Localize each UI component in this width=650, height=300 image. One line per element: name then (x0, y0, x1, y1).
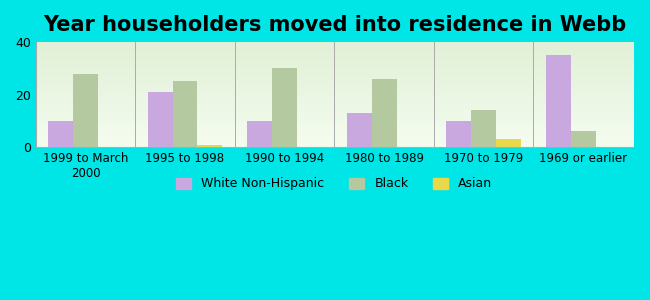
Bar (148, 92, 173, 147)
Bar (496, 139, 521, 147)
Bar (346, 113, 372, 147)
Bar (198, 145, 222, 147)
Title: Year householders moved into residence in Webb: Year householders moved into residence i… (43, 15, 626, 35)
Bar (173, 82, 198, 147)
Bar (48, 121, 73, 147)
Bar (247, 121, 272, 147)
Bar (447, 121, 471, 147)
Bar (471, 110, 496, 147)
Bar (73, 74, 98, 147)
Bar (546, 55, 571, 147)
Bar (372, 79, 396, 147)
Bar (272, 68, 297, 147)
Legend: White Non-Hispanic, Black, Asian: White Non-Hispanic, Black, Asian (171, 172, 497, 196)
Bar (571, 131, 595, 147)
